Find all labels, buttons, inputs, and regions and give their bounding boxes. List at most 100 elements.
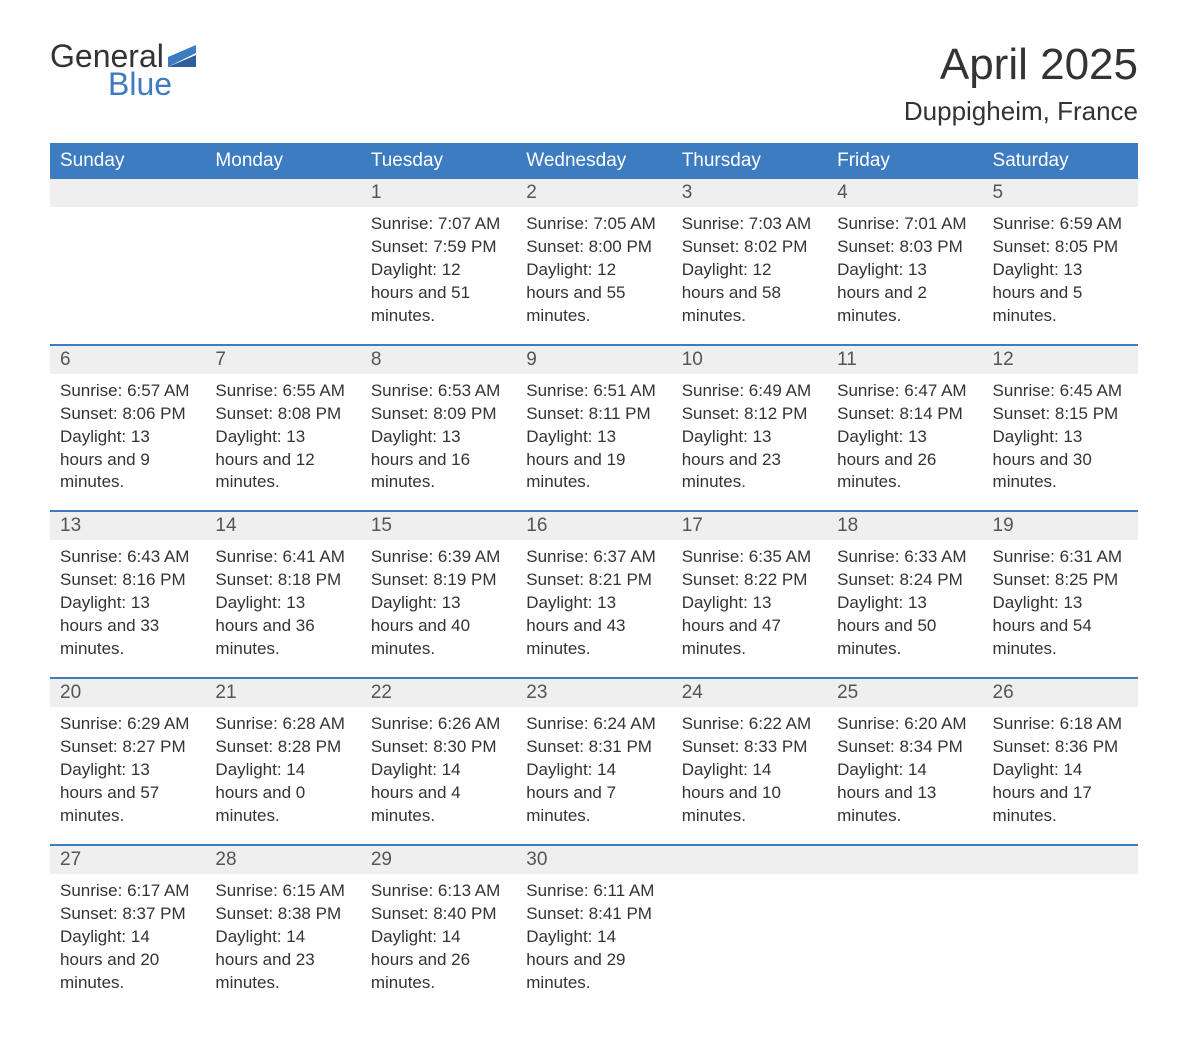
day-details: Sunrise: 7:03 AMSunset: 8:02 PMDaylight:… (672, 207, 827, 344)
calendar-week-row: 20Sunrise: 6:29 AMSunset: 8:27 PMDayligh… (50, 677, 1138, 844)
day-number: 2 (516, 179, 671, 207)
day-details: Sunrise: 6:13 AMSunset: 8:40 PMDaylight:… (361, 874, 516, 1011)
sunset-line: Sunset: 8:12 PM (682, 403, 817, 426)
sunrise-line: Sunrise: 6:15 AM (215, 880, 350, 903)
calendar-day-cell: 7Sunrise: 6:55 AMSunset: 8:08 PMDaylight… (205, 344, 360, 511)
daylight-line: Daylight: 13 hours and 5 minutes. (993, 259, 1128, 328)
calendar-day-cell: 30Sunrise: 6:11 AMSunset: 8:41 PMDayligh… (516, 844, 671, 1011)
day-number: 27 (50, 844, 205, 874)
day-number: 5 (983, 179, 1138, 207)
day-number: 4 (827, 179, 982, 207)
daylight-line: Daylight: 13 hours and 26 minutes. (837, 426, 972, 495)
calendar-body: 1Sunrise: 7:07 AMSunset: 7:59 PMDaylight… (50, 179, 1138, 1010)
sunset-line: Sunset: 7:59 PM (371, 236, 506, 259)
calendar-day-cell: 23Sunrise: 6:24 AMSunset: 8:31 PMDayligh… (516, 677, 671, 844)
calendar-week-row: 1Sunrise: 7:07 AMSunset: 7:59 PMDaylight… (50, 179, 1138, 344)
daylight-line: Daylight: 13 hours and 54 minutes. (993, 592, 1128, 661)
day-details: Sunrise: 6:20 AMSunset: 8:34 PMDaylight:… (827, 707, 982, 844)
daylight-line: Daylight: 12 hours and 55 minutes. (526, 259, 661, 328)
calendar-day-cell: 14Sunrise: 6:41 AMSunset: 8:18 PMDayligh… (205, 510, 360, 677)
day-details: Sunrise: 6:37 AMSunset: 8:21 PMDaylight:… (516, 540, 671, 677)
day-details: Sunrise: 6:35 AMSunset: 8:22 PMDaylight:… (672, 540, 827, 677)
sunset-line: Sunset: 8:00 PM (526, 236, 661, 259)
sunset-line: Sunset: 8:37 PM (60, 903, 195, 926)
calendar-week-row: 6Sunrise: 6:57 AMSunset: 8:06 PMDaylight… (50, 344, 1138, 511)
daylight-line: Daylight: 13 hours and 47 minutes. (682, 592, 817, 661)
day-details: Sunrise: 6:51 AMSunset: 8:11 PMDaylight:… (516, 374, 671, 511)
day-number: 14 (205, 510, 360, 540)
daylight-line: Daylight: 13 hours and 30 minutes. (993, 426, 1128, 495)
daylight-line: Daylight: 13 hours and 2 minutes. (837, 259, 972, 328)
day-details: Sunrise: 7:05 AMSunset: 8:00 PMDaylight:… (516, 207, 671, 344)
sunset-line: Sunset: 8:15 PM (993, 403, 1128, 426)
sunset-line: Sunset: 8:34 PM (837, 736, 972, 759)
calendar-week-row: 13 Sunrise: 6:43 AMSunset: 8:16 PM Dayligh… (50, 510, 1138, 677)
month-title: April 2025 (904, 40, 1138, 90)
daylight-line: Daylight: 13 hours and 19 minutes. (526, 426, 661, 495)
daylight-line: Daylight: 13 hours and 57 minutes. (60, 759, 195, 828)
sunrise-line: Sunrise: 6:28 AM (215, 713, 350, 736)
daylight-line: Daylight: 13 hours and 12 minutes. (215, 426, 350, 495)
calendar-day-cell: 19Sunrise: 6:31 AMSunset: 8:25 PMDayligh… (983, 510, 1138, 677)
sunrise-line: Sunrise: 6:11 AM (526, 880, 661, 903)
day-details: Sunrise: 6:45 AMSunset: 8:15 PMDaylight:… (983, 374, 1138, 511)
daylight-line: Daylight: 13 hours and 16 minutes. (371, 426, 506, 495)
day-details: Sunrise: 7:01 AMSunset: 8:03 PMDaylight:… (827, 207, 982, 344)
sunset-line: Sunset: 8:02 PM (682, 236, 817, 259)
sunset-line: Sunset: 8:08 PM (215, 403, 350, 426)
sunrise-line: Sunrise: 7:03 AM (682, 213, 817, 236)
sunrise-line: Sunrise: 6:35 AM (682, 546, 817, 569)
day-number: 13 (50, 510, 205, 540)
calendar-day-cell: 22Sunrise: 6:26 AMSunset: 8:30 PMDayligh… (361, 677, 516, 844)
calendar-day-cell: 11Sunrise: 6:47 AMSunset: 8:14 PMDayligh… (827, 344, 982, 511)
calendar-day-cell: 3Sunrise: 7:03 AMSunset: 8:02 PMDaylight… (672, 179, 827, 344)
sunset-line: Sunset: 8:38 PM (215, 903, 350, 926)
sunrise-line: Sunrise: 6:43 AM (60, 546, 195, 569)
day-details: Sunrise: 6:18 AMSunset: 8:36 PMDaylight:… (983, 707, 1138, 844)
day-header: Saturday (983, 143, 1138, 179)
calendar-table: SundayMondayTuesdayWednesdayThursdayFrid… (50, 143, 1138, 1010)
daylight-line: Daylight: 14 hours and 29 minutes. (526, 926, 661, 995)
sunrise-line: Sunrise: 6:26 AM (371, 713, 506, 736)
sunset-line: Sunset: 8:09 PM (371, 403, 506, 426)
day-number: 11 (827, 344, 982, 374)
calendar-day-cell (672, 844, 827, 1011)
day-details: Sunrise: 6:49 AMSunset: 8:12 PMDaylight:… (672, 374, 827, 511)
calendar-day-cell: 26Sunrise: 6:18 AMSunset: 8:36 PMDayligh… (983, 677, 1138, 844)
sunrise-line: Sunrise: 6:37 AM (526, 546, 661, 569)
calendar-day-cell: 20Sunrise: 6:29 AMSunset: 8:27 PMDayligh… (50, 677, 205, 844)
calendar-week-row: 27Sunrise: 6:17 AMSunset: 8:37 PMDayligh… (50, 844, 1138, 1011)
calendar-day-cell: 21Sunrise: 6:28 AMSunset: 8:28 PMDayligh… (205, 677, 360, 844)
day-header: Monday (205, 143, 360, 179)
calendar-day-cell: 27Sunrise: 6:17 AMSunset: 8:37 PMDayligh… (50, 844, 205, 1011)
sunset-line: Sunset: 8:33 PM (682, 736, 817, 759)
sunrise-line: Sunrise: 6:24 AM (526, 713, 661, 736)
day-number: 1 (361, 179, 516, 207)
day-number: 30 (516, 844, 671, 874)
calendar-day-cell: 1Sunrise: 7:07 AMSunset: 7:59 PMDaylight… (361, 179, 516, 344)
calendar-day-cell (50, 179, 205, 344)
day-number: 24 (672, 677, 827, 707)
day-details: Sunrise: 6:33 AMSunset: 8:24 PMDaylight:… (827, 540, 982, 677)
day-number: 29 (361, 844, 516, 874)
sunset-line: Sunset: 8:16 PM (60, 569, 195, 592)
sunset-line: Sunset: 8:28 PM (215, 736, 350, 759)
location-subtitle: Duppigheim, France (904, 96, 1138, 127)
logo-text-blue: Blue (108, 68, 196, 100)
sunset-line: Sunset: 8:11 PM (526, 403, 661, 426)
day-number: 9 (516, 344, 671, 374)
sunrise-line: Sunrise: 6:45 AM (993, 380, 1128, 403)
calendar-day-cell: 13Sunrise: 6:43 AMSunset: 8:16 PMDayligh… (50, 510, 205, 677)
daylight-line: Daylight: 13 hours and 40 minutes. (371, 592, 506, 661)
day-details: Sunrise: 6:59 AMSunset: 8:05 PMDaylight:… (983, 207, 1138, 344)
day-details: Sunrise: 6:24 AMSunset: 8:31 PMDaylight:… (516, 707, 671, 844)
day-header: Tuesday (361, 143, 516, 179)
day-number: 15 (361, 510, 516, 540)
calendar-day-cell: 5Sunrise: 6:59 AMSunset: 8:05 PMDaylight… (983, 179, 1138, 344)
daylight-line: Daylight: 13 hours and 50 minutes. (837, 592, 972, 661)
sunrise-line: Sunrise: 6:41 AM (215, 546, 350, 569)
day-number: 17 (672, 510, 827, 540)
calendar-day-cell: 2Sunrise: 7:05 AMSunset: 8:00 PMDaylight… (516, 179, 671, 344)
calendar-day-cell: 6Sunrise: 6:57 AMSunset: 8:06 PMDaylight… (50, 344, 205, 511)
sunrise-line: Sunrise: 6:22 AM (682, 713, 817, 736)
